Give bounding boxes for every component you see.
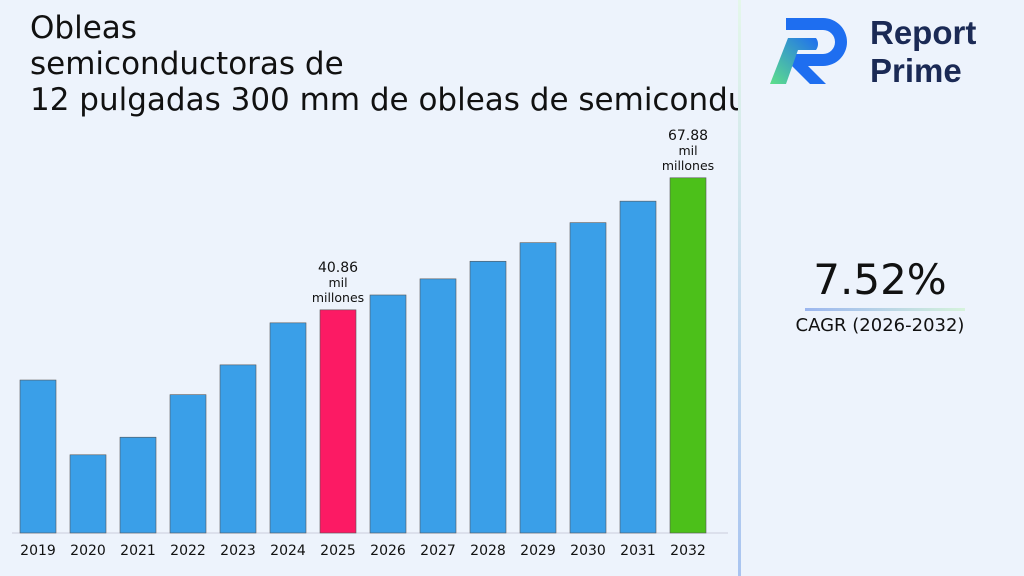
data-label: millones: [312, 290, 364, 305]
x-tick-label: 2029: [520, 543, 556, 559]
x-tick-label: 2019: [20, 543, 56, 559]
chart-title: Obleas semiconductoras de 12 pulgadas 30…: [30, 10, 740, 118]
x-tick-label: 2031: [620, 543, 656, 559]
bar-2019: [19, 379, 57, 534]
x-tick-label: 2020: [70, 543, 106, 559]
divider: [738, 0, 741, 576]
x-tick-label: 2024: [270, 543, 306, 559]
cagr-value: 7.52%: [813, 255, 947, 304]
bar-2022: [169, 394, 207, 534]
bar-2021: [119, 436, 157, 534]
data-label: 40.86: [318, 260, 358, 276]
x-tick-label: 2026: [370, 543, 406, 559]
bar-2029: [519, 242, 557, 534]
cagr-label: CAGR (2026-2032): [795, 315, 965, 336]
x-tick-label: 2032: [670, 543, 706, 559]
bar-2030: [569, 222, 607, 534]
brand-line: Report: [870, 14, 977, 51]
bar-2023: [219, 364, 257, 534]
title-line: Obleas: [30, 10, 137, 46]
bar-2032: [669, 177, 707, 534]
bar-chart: 2019 2020 2021 2022 2023 2024 2025 2026 2027 2028…: [12, 128, 728, 559]
bar-2026: [369, 294, 407, 534]
bar-2024: [269, 322, 307, 534]
x-tick-label: 2027: [420, 543, 456, 559]
bar-2025: [319, 309, 357, 534]
bar-2031: [619, 200, 657, 534]
bar-2027: [419, 278, 457, 534]
title-line: semiconductoras de: [30, 46, 344, 82]
title-line: 12 pulgadas 300 mm de obleas de semicond…: [30, 82, 740, 118]
data-label: 67.88: [668, 128, 708, 144]
x-tick-label: 2030: [570, 543, 606, 559]
brand-name: Report Prime: [870, 14, 976, 90]
x-tick-label: 2025: [320, 543, 356, 559]
bar-2020: [69, 454, 107, 534]
x-tick-label: 2022: [170, 543, 206, 559]
cagr-underline: [805, 308, 965, 311]
report-prime-logo-icon: [770, 18, 847, 84]
x-tick-label: 2021: [120, 543, 156, 559]
x-tick-label: 2023: [220, 543, 256, 559]
bar-2028: [469, 260, 507, 534]
x-tick-label: 2028: [470, 543, 506, 559]
data-label: mil: [678, 143, 697, 158]
data-label: mil: [328, 275, 347, 290]
brand-line: Prime: [870, 52, 962, 89]
data-label: millones: [662, 158, 714, 173]
